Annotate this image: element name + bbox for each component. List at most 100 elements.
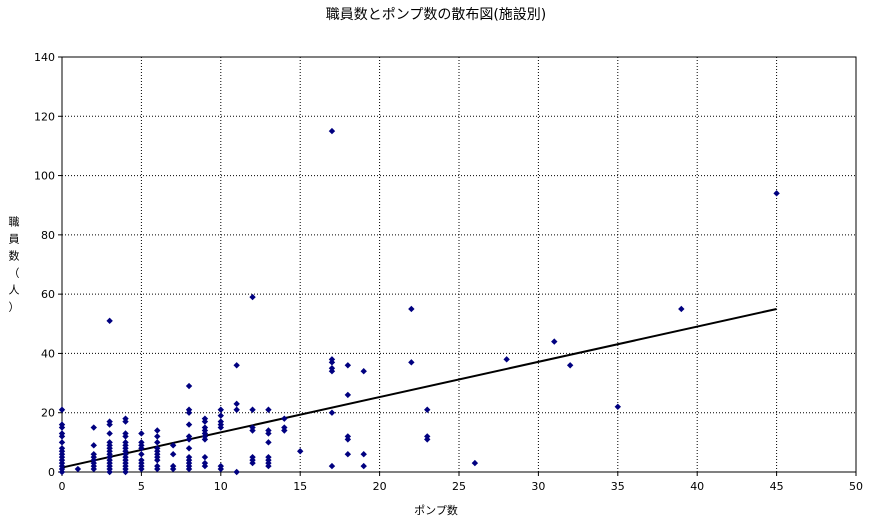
data-point <box>154 427 161 434</box>
data-point <box>217 412 224 419</box>
data-point <box>233 406 240 413</box>
data-point <box>551 338 558 345</box>
x-axis-label: ポンプ数 <box>414 504 458 517</box>
data-point <box>249 293 256 301</box>
data-point <box>138 439 145 446</box>
data-point <box>344 451 352 458</box>
data-point <box>201 459 209 467</box>
data-point <box>678 305 685 313</box>
data-point <box>58 430 66 437</box>
data-point <box>169 442 177 449</box>
data-point <box>185 421 193 428</box>
data-point <box>106 439 113 446</box>
x-tick-label: 35 <box>611 480 625 493</box>
data-point <box>249 453 256 461</box>
data-point <box>58 421 66 428</box>
x-tick-label: 15 <box>293 480 307 493</box>
y-tick-label: 20 <box>41 407 55 420</box>
data-point <box>185 382 193 390</box>
x-tick-label: 30 <box>531 480 545 493</box>
data-point <box>138 430 145 437</box>
data-point <box>328 127 336 135</box>
data-point <box>169 451 177 458</box>
x-tick-label: 45 <box>770 480 784 493</box>
data-point <box>154 445 161 452</box>
y-tick-label: 80 <box>41 229 55 242</box>
data-point <box>106 317 113 325</box>
data-point <box>122 439 129 446</box>
data-point <box>154 462 161 470</box>
data-point <box>265 406 272 413</box>
y-tick-label: 100 <box>34 170 55 183</box>
data-point <box>169 462 177 470</box>
data-point <box>773 190 780 197</box>
data-point <box>344 391 352 399</box>
data-point <box>249 424 256 431</box>
data-point <box>217 462 224 470</box>
data-point <box>281 415 288 422</box>
data-point <box>201 424 209 431</box>
data-point <box>106 430 113 437</box>
trendline <box>61 307 777 469</box>
data-point <box>217 418 224 425</box>
gridlines <box>58 56 857 476</box>
data-point <box>233 400 240 408</box>
x-tick-label: 0 <box>59 480 66 493</box>
data-point <box>154 433 161 440</box>
data-point <box>154 439 161 446</box>
x-tick-label: 50 <box>849 480 863 493</box>
data-point <box>408 305 415 313</box>
data-point <box>328 409 336 416</box>
data-point <box>106 418 113 425</box>
data-point <box>297 448 304 455</box>
tick-labels: 0 5 10 15 20 25 30 35 40 45 50 0 20 40 60 80 100 120 140 <box>34 51 863 493</box>
data-point <box>265 439 272 446</box>
data-point <box>424 406 431 413</box>
data-point <box>265 453 272 461</box>
data-point <box>265 427 272 434</box>
chart-title: 職員数とポンプ数の散布図(施設別) <box>326 7 547 23</box>
data-point <box>360 368 367 375</box>
y-tick-label: 40 <box>41 347 55 360</box>
data-point <box>122 415 129 422</box>
data-point <box>281 424 288 431</box>
data-point <box>233 468 240 476</box>
data-point <box>90 442 97 449</box>
data-point <box>138 451 145 458</box>
data-point <box>360 462 367 470</box>
data-point <box>122 430 129 437</box>
y-tick-label: 60 <box>41 288 55 301</box>
data-points <box>58 127 780 476</box>
x-tick-label: 40 <box>690 480 704 493</box>
y-tick-label: 140 <box>34 51 55 64</box>
y-tick-label: 120 <box>34 110 55 123</box>
data-point <box>344 433 352 440</box>
x-tick-label: 25 <box>452 480 466 493</box>
data-point <box>201 415 209 422</box>
data-point <box>58 406 66 413</box>
data-point <box>90 424 97 431</box>
data-point <box>58 439 66 446</box>
data-point <box>74 465 82 473</box>
data-point <box>360 451 367 458</box>
data-point <box>90 451 97 458</box>
data-point <box>328 365 336 372</box>
data-point <box>185 406 193 413</box>
data-point <box>408 359 415 366</box>
data-point <box>328 462 336 470</box>
data-point <box>185 445 193 452</box>
data-point <box>138 456 145 464</box>
data-point <box>503 356 510 363</box>
y-axis-label: 職員数（人） <box>9 216 20 314</box>
data-point <box>233 362 240 369</box>
data-point <box>217 406 224 413</box>
x-tick-label: 5 <box>138 480 145 493</box>
data-point <box>344 362 352 369</box>
data-point <box>201 453 209 461</box>
y-tick-label: 0 <box>48 466 55 479</box>
data-point <box>424 433 431 440</box>
data-point <box>249 406 256 413</box>
trendline-group <box>61 307 777 469</box>
data-point <box>58 445 66 452</box>
